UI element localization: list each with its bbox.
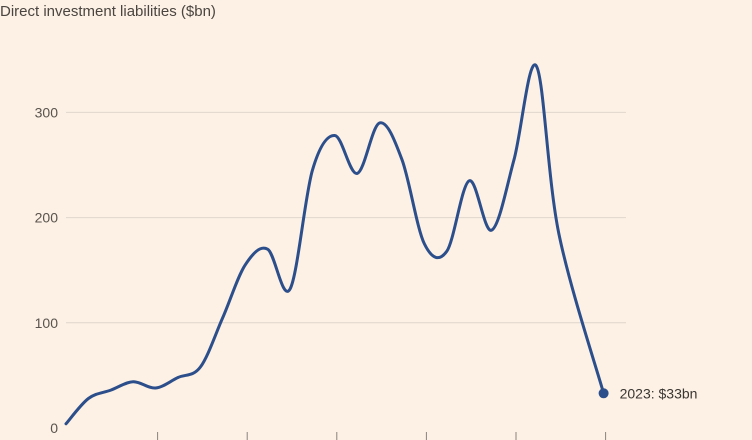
x-axis-ticks bbox=[157, 432, 607, 440]
grid bbox=[66, 111, 626, 324]
chart-title: Direct investment liabilities ($bn) bbox=[0, 3, 216, 20]
series-line bbox=[64, 63, 606, 426]
y-tick-label: 300 bbox=[35, 104, 59, 120]
end-point-marker bbox=[598, 388, 609, 399]
y-tick-label: 0 bbox=[50, 420, 58, 436]
y-tick-label: 100 bbox=[35, 315, 59, 331]
y-tick-label: 200 bbox=[35, 210, 59, 226]
end-point-annotation: 2023: $33bn bbox=[620, 385, 698, 401]
y-axis-ticks: 0 100 200 300 bbox=[35, 104, 59, 436]
